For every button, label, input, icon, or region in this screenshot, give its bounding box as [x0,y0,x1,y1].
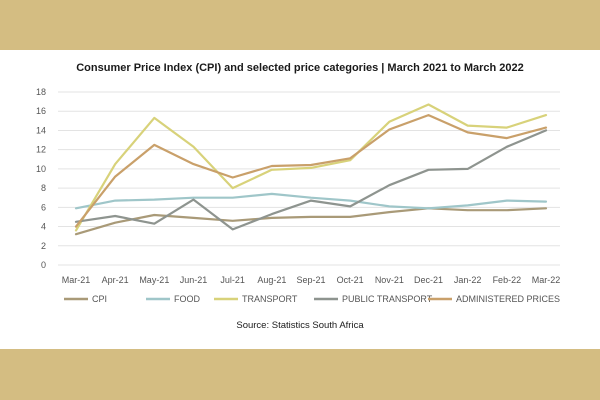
legend-label-public-transport: PUBLIC TRANSPORT [342,294,433,304]
x-tick-label: Oct-21 [337,275,364,285]
x-tick-label: Apr-21 [102,275,129,285]
x-tick-label: Feb-22 [493,275,522,285]
y-tick-label: 12 [36,145,46,155]
y-tick-label: 4 [41,222,46,232]
x-tick-label: Sep-21 [296,275,325,285]
x-tick-label: Aug-21 [257,275,286,285]
x-tick-label: Dec-21 [414,275,443,285]
series-line-public-transport [74,129,548,231]
x-tick-label: Mar-21 [62,275,91,285]
y-tick-label: 14 [36,125,46,135]
y-tick-label: 0 [41,260,46,270]
bottom-gold-band [0,349,600,400]
legend-label-cpi: CPI [92,294,107,304]
y-tick-label: 10 [36,164,46,174]
legend-label-transport: TRANSPORT [242,294,298,304]
x-tick-label: Jul-21 [220,275,245,285]
legend-label-administered-prices: ADMINISTERED PRICES [456,294,560,304]
x-tick-label: Mar-22 [532,275,561,285]
y-tick-label: 18 [36,87,46,97]
x-tick-label: Jan-22 [454,275,482,285]
y-tick-label: 8 [41,183,46,193]
chart-source: Source: Statistics South Africa [236,320,364,331]
series-line-transport [74,103,548,232]
chart-title: Consumer Price Index (CPI) and selected … [76,62,524,74]
chart-panel [0,50,600,349]
y-tick-label: 6 [41,202,46,212]
x-tick-label: Nov-21 [375,275,404,285]
y-tick-label: 16 [36,106,46,116]
series-line-administered-prices [74,113,548,228]
legend-label-food: FOOD [174,294,200,304]
series-line-food [74,192,548,210]
top-gold-band [0,0,600,50]
x-tick-label: Jun-21 [180,275,208,285]
x-tick-label: May-21 [139,275,169,285]
series-line-cpi [74,207,548,236]
y-tick-label: 2 [41,241,46,251]
